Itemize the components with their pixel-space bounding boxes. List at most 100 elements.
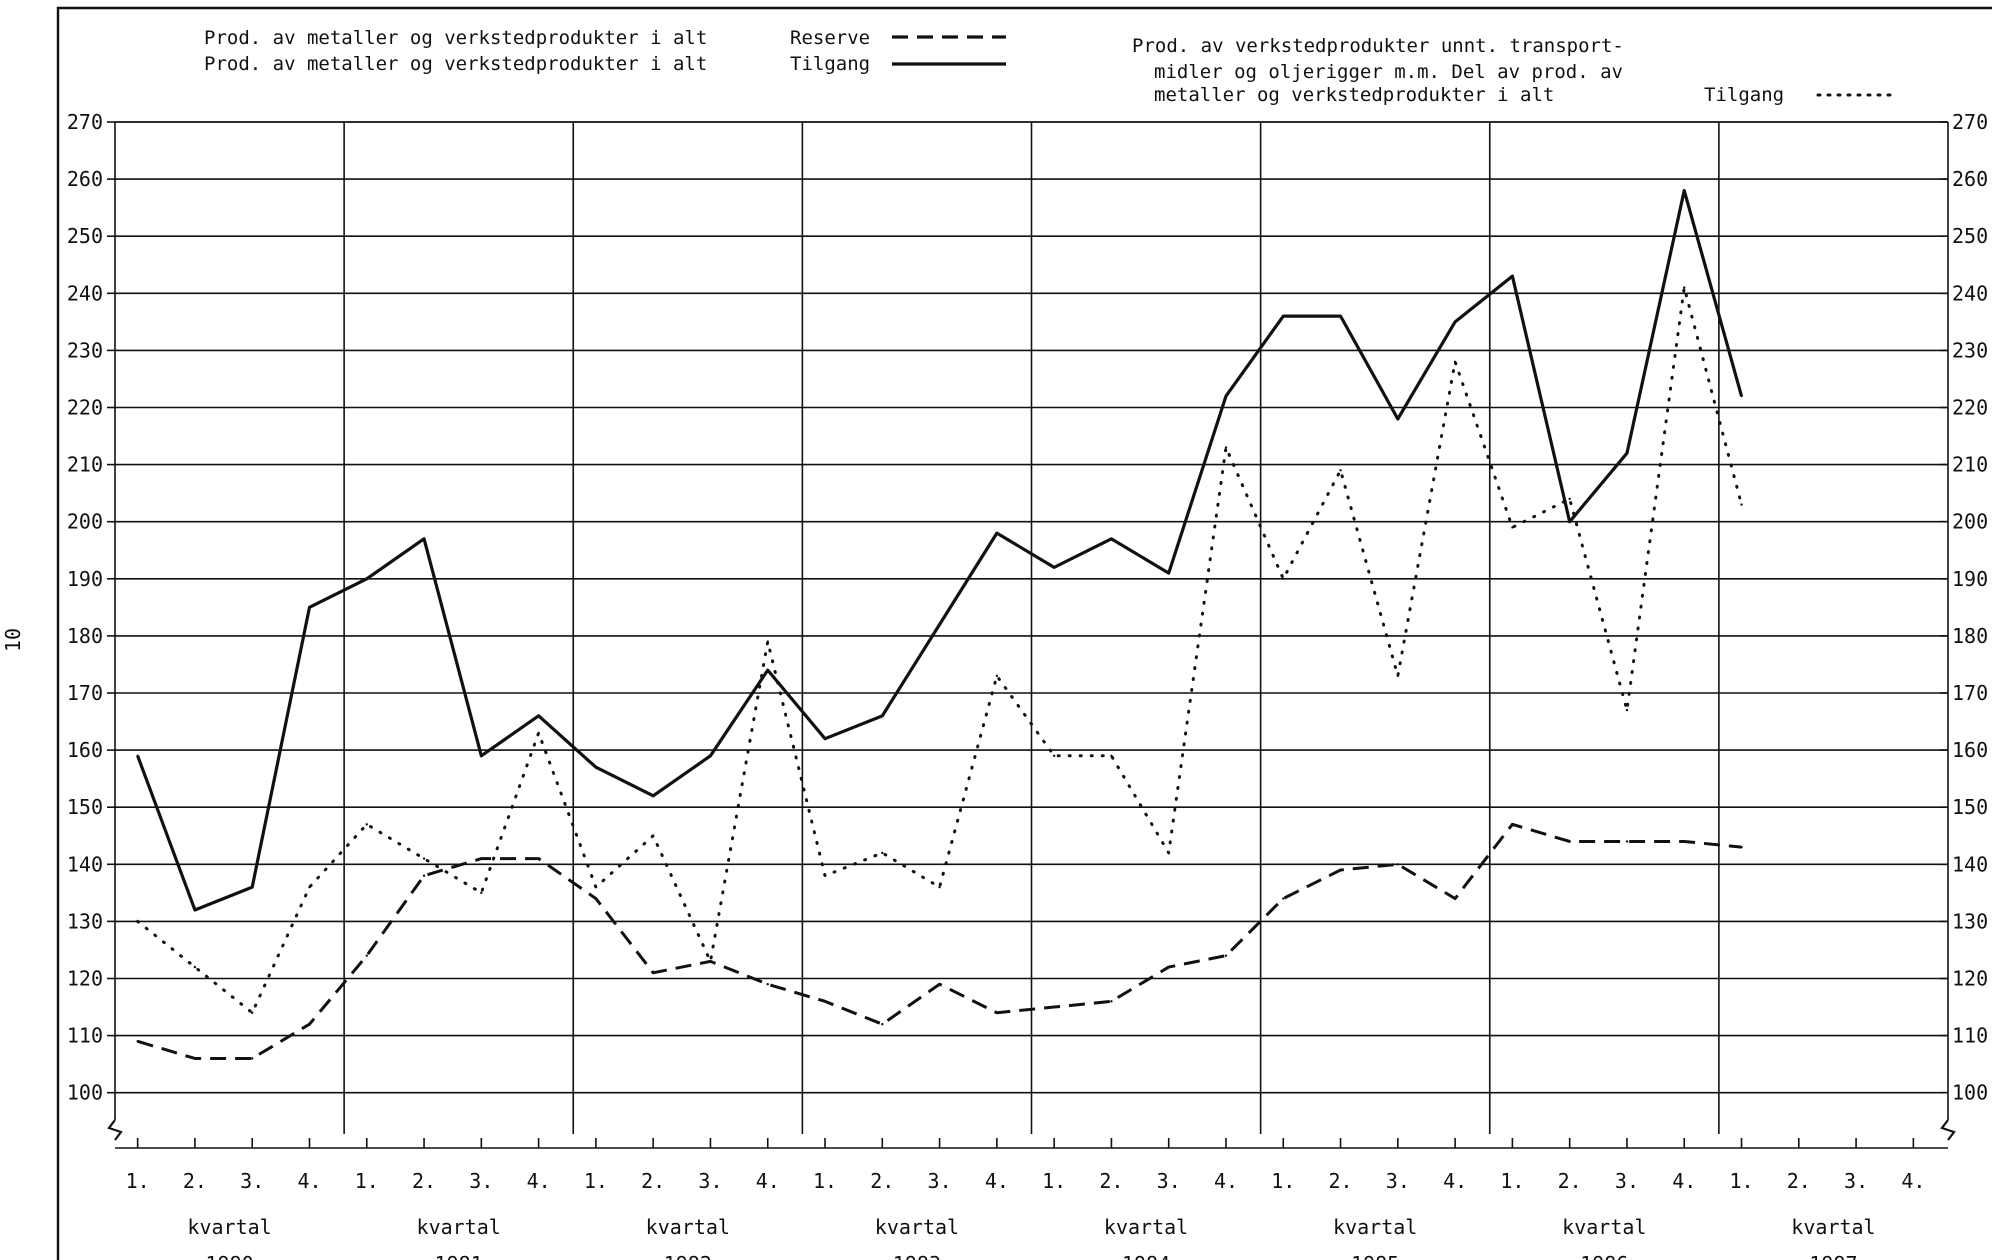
legend-dotted-line2: midler og oljerigger m.m. Del av prod. a… — [1154, 61, 1623, 83]
y-tick-label: 260 — [67, 167, 103, 191]
legend-dotted-label: Tilgang — [1704, 84, 1784, 106]
x-tick-label: 4. — [1901, 1169, 1925, 1193]
x-tick-label: 3. — [928, 1169, 952, 1193]
y-tick-label: 250 — [1952, 224, 1988, 248]
x-tick-label: 1. — [1042, 1169, 1066, 1193]
outer-frame — [56, 6, 1992, 1260]
x-tick-label: 4. — [756, 1169, 780, 1193]
legend: Prod. av metaller og verkstedprodukter i… — [204, 27, 1900, 106]
data-point-solid — [193, 908, 197, 912]
data-point-solid — [1282, 314, 1285, 318]
y-tick-label: 120 — [1952, 967, 1988, 991]
y-tick-label: 140 — [67, 852, 103, 876]
data-point-solid — [1167, 571, 1170, 575]
data-point-dashed — [308, 1022, 311, 1026]
x-tick-label: 3. — [469, 1169, 493, 1193]
series-line-dashed — [137, 822, 1742, 1060]
period-label: kvartal — [187, 1215, 271, 1239]
data-point-dotted — [594, 885, 598, 889]
data-point-dashed — [193, 1057, 197, 1060]
data-point-dashed — [766, 983, 769, 986]
legend-reserve-text: Prod. av metaller og verkstedprodukter i… — [204, 27, 707, 49]
data-point-dashed — [1396, 863, 1400, 866]
x-tick-label: 2. — [1329, 1169, 1353, 1193]
data-point-dashed — [1511, 823, 1514, 826]
y-tick-labels-right: 100 110 120 130 140 150 160 170 180 190 200 210 220 2… — [1952, 110, 1988, 1105]
data-point-dashed — [422, 874, 426, 877]
legend-dotted-line1: Prod. av verkstedprodukter unnt. transpo… — [1132, 35, 1624, 57]
y-tick-label: 150 — [67, 795, 103, 819]
y-tick-label: 130 — [67, 909, 103, 933]
x-tick-label: 4. — [1672, 1169, 1696, 1193]
data-point-solid — [537, 714, 540, 718]
y-tick-label: 160 — [67, 738, 103, 762]
data-point-solid — [938, 623, 941, 626]
year-label: 1986 — [1580, 1252, 1628, 1260]
data-point-solid — [1453, 320, 1457, 324]
data-point-solid — [995, 531, 999, 535]
data-point-dashed — [881, 1022, 884, 1026]
y-tick-label: 230 — [1952, 338, 1988, 362]
data-point-dashed — [1625, 840, 1629, 843]
y-tick-label: 250 — [67, 224, 103, 248]
data-point-dashed — [823, 1000, 827, 1003]
y-tick-label: 160 — [1952, 738, 1988, 762]
x-tick-label: 1. — [1500, 1169, 1524, 1193]
x-tick-label: 2. — [412, 1169, 436, 1193]
data-point-dotted — [881, 851, 884, 855]
y-tick-label: 110 — [1952, 1024, 1988, 1048]
x-tick-label: 4. — [297, 1169, 321, 1193]
y-tick-label: 180 — [67, 624, 103, 648]
data-point-dotted — [1453, 360, 1457, 364]
data-point-dashed — [1224, 954, 1228, 957]
legend-tilgang-label: Tilgang — [790, 53, 870, 75]
data-point-solid — [1511, 274, 1514, 278]
y-tick-label: 190 — [1952, 567, 1988, 591]
y-tick-label: 100 — [1952, 1081, 1988, 1105]
data-point-dashed — [651, 971, 655, 974]
x-tick-label: 2. — [183, 1169, 207, 1193]
x-tick-labels: 1. 2. 3. 4. 1. 2. 3. 4. 1. 2. 3. 4. 1. 2. 3. 4. 1. 2. 3. 4.… — [126, 1138, 1925, 1260]
period-label: kvartal — [1333, 1215, 1417, 1239]
data-point-dotted — [766, 640, 769, 643]
y-tick-label: 190 — [67, 567, 103, 591]
data-point-solid — [709, 754, 712, 758]
data-point-solid — [881, 714, 884, 718]
year-label: 1985 — [1351, 1252, 1399, 1260]
axis-break-left — [107, 1119, 123, 1141]
x-tick-label: 1. — [126, 1169, 150, 1193]
y-tick-label: 220 — [1952, 396, 1988, 420]
data-point-dotted — [995, 674, 999, 678]
data-point-dashed — [1167, 965, 1170, 969]
data-point-dashed — [1052, 1005, 1056, 1009]
x-tick-label: 4. — [985, 1169, 1009, 1193]
data-point-dashed — [251, 1057, 254, 1060]
year-separators — [343, 122, 1720, 1134]
period-label: kvartal — [417, 1215, 501, 1239]
x-tick-label: 3. — [1615, 1169, 1639, 1193]
x-tick-label: 1. — [1271, 1169, 1295, 1193]
data-point-solid — [1568, 520, 1571, 523]
data-point-dotted — [1110, 754, 1113, 758]
data-point-dashed — [1683, 840, 1686, 843]
y-tick-label: 220 — [67, 396, 103, 420]
data-point-solid — [1396, 417, 1400, 421]
y-tick-label: 170 — [67, 681, 103, 705]
x-tick-label: 2. — [1099, 1169, 1123, 1193]
data-point-dashed — [995, 1011, 999, 1014]
y-tick-label: 110 — [67, 1024, 103, 1048]
data-point-dotted — [308, 885, 311, 889]
data-point-solid — [1224, 394, 1228, 398]
x-tick-label: 1. — [813, 1169, 837, 1193]
data-point-dotted — [251, 1011, 254, 1014]
x-tick-label: 3. — [1386, 1169, 1410, 1193]
data-point-dotted — [1224, 446, 1228, 449]
x-tick-label: 4. — [527, 1169, 551, 1193]
data-point-solid — [766, 668, 769, 672]
y-tick-label: 100 — [67, 1081, 103, 1105]
page-number: 10 — [1, 628, 25, 652]
x-tick-label: 1. — [584, 1169, 608, 1193]
data-point-dotted — [193, 965, 197, 969]
data-point-solid — [136, 754, 139, 758]
